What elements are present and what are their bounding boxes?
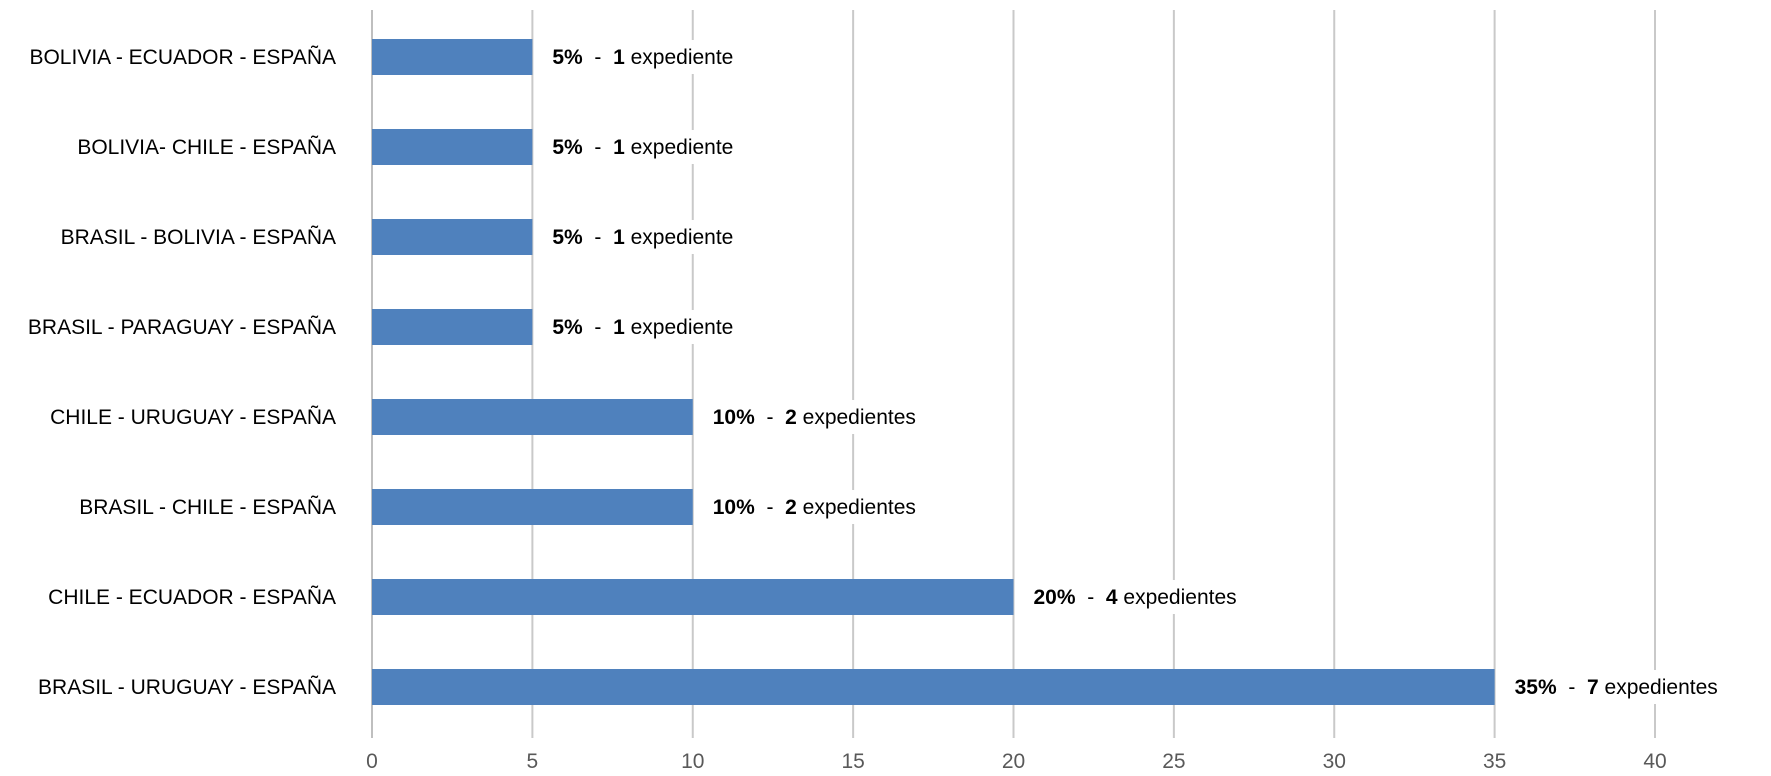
data-label: 5% - 1 expediente bbox=[552, 226, 733, 249]
data-label: 5% - 1 expediente bbox=[552, 316, 733, 339]
data-label-background bbox=[544, 310, 742, 344]
x-tick-label: 30 bbox=[1323, 750, 1346, 773]
bar bbox=[372, 489, 693, 525]
bar bbox=[372, 219, 533, 255]
data-label-background bbox=[544, 130, 742, 164]
x-tick-label: 10 bbox=[681, 750, 704, 773]
bar bbox=[372, 579, 1014, 615]
x-axis-ticks: 0 5 10 15 20 25 30 35 40 bbox=[366, 750, 1667, 773]
gridlines bbox=[371, 10, 1656, 738]
data-label: 10% - 2 expedientes bbox=[713, 406, 916, 429]
data-label-background bbox=[544, 220, 742, 254]
category-label: CHILE - URUGUAY - ESPAÑA bbox=[50, 405, 336, 429]
bar bbox=[372, 129, 533, 165]
data-label-background bbox=[1025, 580, 1245, 614]
category-label: BRASIL - CHILE - ESPAÑA bbox=[79, 495, 336, 519]
bars bbox=[372, 39, 1495, 705]
category-label: CHILE - ECUADOR - ESPAÑA bbox=[48, 585, 336, 609]
x-tick-label: 0 bbox=[366, 750, 378, 773]
category-labels: BOLIVIA - ECUADOR - ESPAÑA BOLIVIA- CHILE… bbox=[28, 45, 336, 699]
category-label: BRASIL - BOLIVIA - ESPAÑA bbox=[61, 225, 336, 249]
x-tick-label: 5 bbox=[527, 750, 539, 773]
category-label: BOLIVIA- CHILE - ESPAÑA bbox=[77, 135, 336, 159]
category-label: BOLIVIA - ECUADOR - ESPAÑA bbox=[29, 45, 336, 69]
x-tick-label: 40 bbox=[1643, 750, 1666, 773]
data-label-background bbox=[704, 490, 924, 524]
data-label: 5% - 1 expediente bbox=[552, 136, 733, 159]
data-label: 10% - 2 expedientes bbox=[713, 496, 916, 519]
data-label: 5% - 1 expediente bbox=[552, 46, 733, 69]
category-label: BRASIL - URUGUAY - ESPAÑA bbox=[38, 675, 336, 699]
x-tick-label: 15 bbox=[841, 750, 864, 773]
bar bbox=[372, 309, 533, 345]
x-tick-label: 35 bbox=[1483, 750, 1506, 773]
category-label: BRASIL - PARAGUAY - ESPAÑA bbox=[28, 315, 336, 339]
data-label-background bbox=[544, 40, 742, 74]
data-label-background bbox=[1506, 670, 1726, 704]
x-tick-label: 20 bbox=[1002, 750, 1025, 773]
data-label: 20% - 4 expedientes bbox=[1034, 586, 1237, 609]
bar bbox=[372, 39, 533, 75]
data-label: 35% - 7 expedientes bbox=[1515, 676, 1718, 699]
bar bbox=[372, 669, 1495, 705]
x-tick-label: 25 bbox=[1162, 750, 1185, 773]
bar bbox=[372, 399, 693, 435]
data-label-background bbox=[704, 400, 924, 434]
data-labels: 5% - 1 expediente 5% - 1 expediente 5% - 1… bbox=[544, 40, 1726, 704]
